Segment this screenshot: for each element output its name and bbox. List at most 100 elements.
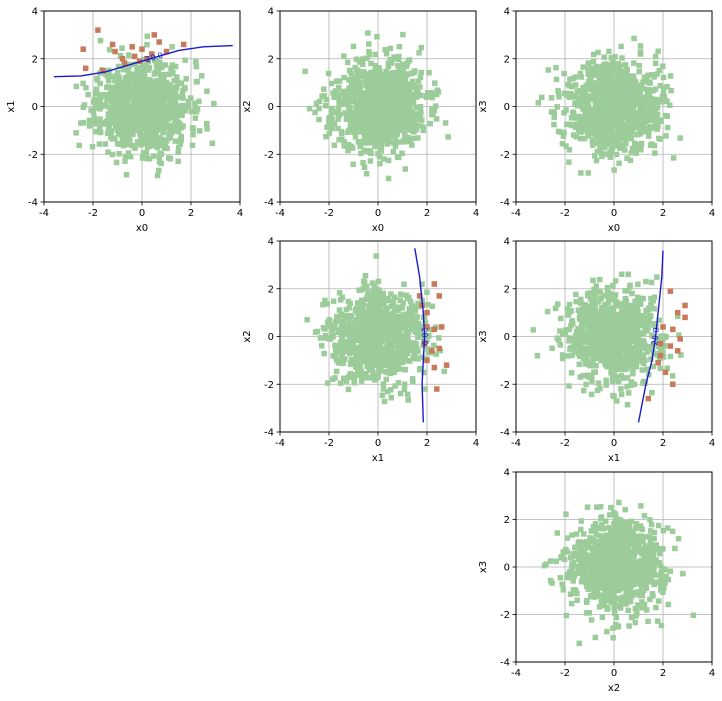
normal-point: [605, 342, 612, 348]
normal-point: [607, 98, 613, 104]
normal-point: [574, 597, 580, 604]
normal-point: [361, 104, 368, 110]
normal-point: [363, 113, 369, 119]
x-tick-label: -4: [275, 208, 285, 219]
normal-point: [596, 131, 603, 138]
anomaly-point: [660, 324, 666, 330]
normal-point: [582, 94, 589, 100]
normal-point: [345, 338, 351, 345]
normal-point: [175, 79, 181, 86]
normal-point: [400, 353, 407, 359]
normal-point: [399, 61, 406, 68]
normal-point: [412, 323, 418, 329]
normal-point: [619, 530, 625, 537]
normal-point: [166, 131, 172, 137]
normal-point: [341, 143, 348, 149]
normal-point: [392, 366, 398, 373]
normal-point: [415, 78, 422, 84]
y-tick-label: -4: [500, 428, 510, 439]
normal-point: [370, 115, 376, 122]
normal-point: [363, 108, 369, 115]
normal-point: [425, 346, 431, 352]
normal-point: [589, 125, 596, 132]
normal-point: [667, 73, 674, 79]
normal-point: [622, 131, 628, 138]
normal-point: [553, 64, 559, 71]
normal-point: [351, 74, 358, 81]
x-tick-label: -4: [511, 438, 521, 449]
normal-point: [591, 89, 597, 96]
normal-point: [576, 315, 583, 321]
normal-point: [578, 337, 585, 343]
normal-point: [583, 321, 590, 327]
normal-point: [387, 126, 394, 133]
normal-point: [407, 298, 414, 305]
normal-point: [594, 88, 600, 94]
normal-point: [381, 113, 387, 120]
normal-point: [660, 85, 667, 92]
normal-point: [146, 143, 152, 150]
normal-point: [117, 103, 124, 110]
normal-point: [412, 308, 419, 314]
normal-point: [641, 314, 647, 321]
normal-point: [573, 291, 579, 298]
normal-point: [635, 101, 641, 108]
normal-point: [657, 365, 664, 372]
normal-point: [615, 61, 621, 67]
normal-point: [392, 383, 398, 389]
normal-point: [322, 332, 329, 339]
normal-point: [404, 350, 411, 357]
normal-point: [378, 365, 384, 372]
normal-point: [369, 89, 375, 95]
anomaly-point: [667, 343, 674, 349]
anomaly-point: [424, 357, 430, 364]
normal-point: [391, 128, 398, 135]
normal-point: [351, 379, 358, 386]
y-tick-label: 2: [504, 54, 510, 65]
normal-point: [605, 336, 611, 343]
normal-point: [577, 135, 584, 142]
normal-point: [585, 69, 592, 75]
normal-point: [80, 80, 86, 87]
normal-point: [347, 344, 353, 350]
normal-point: [628, 382, 634, 389]
normal-point: [372, 129, 379, 136]
normal-point: [170, 95, 177, 102]
normal-point: [375, 151, 381, 157]
normal-point: [359, 318, 366, 324]
normal-point: [329, 116, 335, 122]
normal-point: [341, 321, 347, 327]
normal-point: [392, 86, 399, 93]
normal-point: [638, 144, 644, 151]
normal-point: [380, 292, 386, 298]
normal-point: [634, 314, 640, 321]
normal-point: [370, 370, 376, 376]
normal-point: [620, 300, 627, 307]
normal-point: [328, 80, 335, 87]
normal-point: [628, 379, 635, 385]
normal-point: [386, 139, 392, 145]
normal-point: [407, 83, 413, 89]
normal-point: [108, 111, 115, 118]
normal-point: [624, 118, 631, 124]
normal-point: [358, 57, 365, 64]
normal-point: [204, 88, 210, 94]
normal-point: [388, 347, 395, 353]
normal-point: [567, 121, 573, 128]
normal-point: [422, 386, 428, 392]
normal-point: [172, 138, 179, 144]
normal-point: [98, 120, 105, 126]
normal-point: [610, 392, 616, 399]
normal-point: [645, 325, 651, 331]
normal-point: [566, 147, 573, 153]
normal-point: [335, 114, 342, 120]
normal-point: [582, 351, 588, 358]
normal-point: [609, 68, 615, 75]
normal-point: [615, 528, 622, 535]
normal-point: [365, 100, 371, 107]
normal-point: [596, 106, 602, 112]
normal-point: [677, 135, 683, 141]
normal-point: [385, 98, 392, 104]
normal-point: [594, 504, 600, 510]
normal-point: [389, 311, 396, 317]
